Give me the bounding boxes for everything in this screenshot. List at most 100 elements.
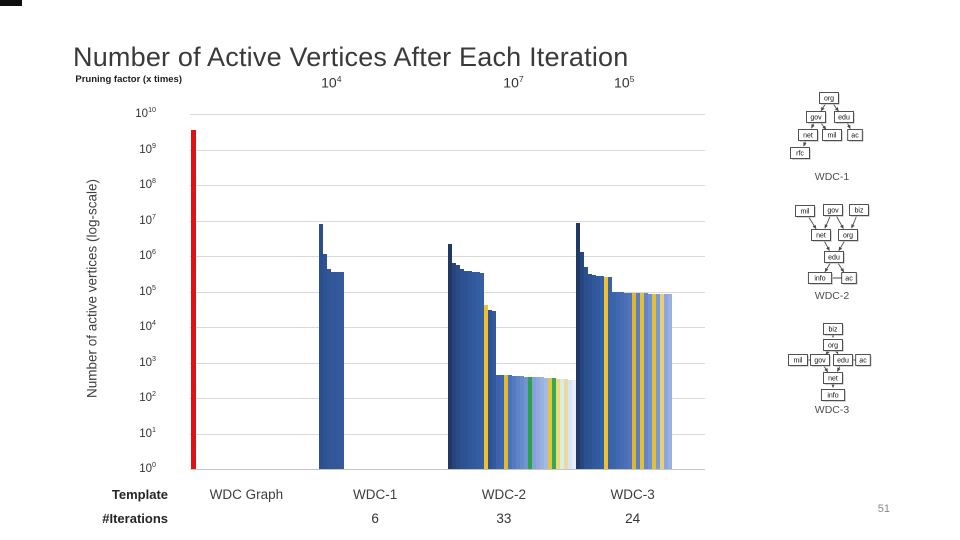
bar-wdc-2-16	[507, 375, 512, 469]
gridline	[190, 220, 705, 222]
diagram-node-ac: ac	[855, 354, 872, 367]
iteration-count: 33	[496, 511, 512, 526]
y-tick-label: 101	[139, 425, 156, 440]
y-tick-label: 100	[139, 461, 156, 475]
bar-wdc-3-8	[604, 276, 609, 469]
diagram-wdc-1: org gov edu net mil ac rfc WDC-1	[790, 92, 864, 183]
bar-wdc-2-22	[531, 377, 536, 469]
bar-wdc-3-21	[656, 293, 661, 469]
y-tick-label: 102	[139, 390, 156, 404]
bar-wdc-1-2	[322, 253, 328, 469]
node-label: mil	[794, 358, 803, 365]
bar-wdc-3-17	[640, 293, 645, 469]
pruning-value: 104	[321, 74, 342, 91]
bar-wdc-2-14	[499, 374, 504, 469]
y-tick-label: 1010	[135, 106, 156, 120]
exponent: 2	[152, 390, 156, 398]
diagram-node-mil: mil	[795, 205, 816, 218]
page-number: 51	[877, 503, 890, 515]
node-box	[810, 354, 830, 366]
y-axis-title: Number of active vertices (log-scale)	[84, 178, 100, 399]
group-label-wdc-3: WDC-3	[610, 487, 655, 502]
diagram-node-mil: mil	[788, 354, 809, 367]
node-box	[847, 129, 863, 141]
diagram-node-ac: ac	[841, 272, 858, 285]
node-box	[823, 204, 843, 216]
bar-wdc-3-9	[608, 277, 613, 469]
node-label: mil	[801, 209, 810, 216]
y-tick-label: 108	[139, 177, 156, 191]
node-box	[833, 354, 853, 366]
diagram-node-net: net	[811, 229, 832, 242]
diagram-caption: WDC-1	[815, 171, 850, 183]
node-box	[841, 272, 857, 284]
node-label: gov	[814, 358, 826, 365]
exponent: 0	[152, 461, 156, 469]
node-label: mil	[828, 133, 837, 140]
bar-wdc-2-8	[475, 272, 480, 469]
diagram-node-org: org	[819, 92, 840, 105]
y-tick-label: 107	[139, 212, 156, 227]
bar-wdc-2-9	[479, 272, 484, 469]
node-label: ac	[859, 358, 867, 365]
diagram-wdc-3: biz org mil gov edu ac net info WDC-3	[788, 323, 872, 416]
group-label-wdc-1: WDC-1	[353, 487, 398, 502]
bar-wdc-1-5	[335, 272, 340, 469]
bar-wdc-2-12	[491, 311, 496, 469]
node-box	[849, 204, 869, 216]
bar-wdc-1-6	[339, 272, 344, 469]
bar-wdc-3-14	[628, 292, 633, 469]
exponent: 7	[152, 212, 156, 221]
bar-wdc-2-27	[551, 378, 556, 469]
diagram-node-net: net	[823, 372, 844, 385]
node-box	[807, 272, 833, 284]
diagram-node-edu: edu	[833, 354, 854, 367]
node-label: org	[843, 233, 853, 240]
bar-wdc-2-18	[515, 376, 520, 469]
diagram-node-ac: ac	[847, 129, 864, 142]
bar-wdc-2-32	[571, 380, 576, 469]
node-label: biz	[829, 327, 838, 334]
node-label: info	[827, 393, 838, 400]
diagram-node-edu: edu	[824, 251, 845, 264]
diagram-node-net: net	[798, 129, 819, 142]
node-box	[823, 372, 843, 384]
node-box	[798, 129, 818, 141]
node-label: ac	[845, 276, 853, 283]
node-box	[838, 229, 858, 241]
node-box	[806, 111, 826, 123]
bar-wdc-3-22	[660, 293, 665, 469]
pruning-value: 107	[503, 74, 524, 91]
exponent: 1	[152, 425, 156, 434]
node-box	[819, 92, 839, 104]
y-tick-label: 104	[139, 319, 156, 333]
bar-wdc-1-1	[318, 223, 323, 469]
node-label: net	[816, 233, 826, 240]
bar-wdc-3-24	[668, 294, 673, 469]
pruning-value: 105	[614, 74, 635, 91]
bar-wdc-3-3	[584, 266, 589, 469]
diagram-node-mil: mil	[822, 129, 843, 142]
bar-wdc-3-12	[620, 292, 625, 469]
diagram-caption: WDC-2	[815, 290, 850, 302]
bar-wdc-2-21	[527, 376, 532, 469]
node-label: org	[824, 96, 834, 103]
bar-wdc-3-20	[652, 293, 657, 469]
bar-wdc-3-10	[612, 291, 617, 469]
bar-wdc-3-15	[632, 292, 637, 469]
diagram-node-biz: biz	[823, 323, 844, 336]
bar-wdc-2-17	[511, 375, 516, 469]
bar-wdc-2-20	[523, 376, 528, 469]
screen-corner-mark	[0, 0, 22, 6]
bar-wdc-3-5	[592, 275, 597, 469]
gridline	[190, 114, 705, 115]
gridline	[190, 185, 705, 186]
pruning-factor-label: Pruning factor (x times)	[75, 74, 182, 85]
y-tick-label: 106	[139, 248, 156, 262]
diagram-node-org: org	[838, 229, 859, 242]
bar-wdc-2-29	[559, 378, 564, 469]
bar-wdc-2-7	[471, 271, 476, 469]
exponent: 4	[152, 319, 156, 327]
bar-wdc-3-18	[644, 293, 649, 469]
